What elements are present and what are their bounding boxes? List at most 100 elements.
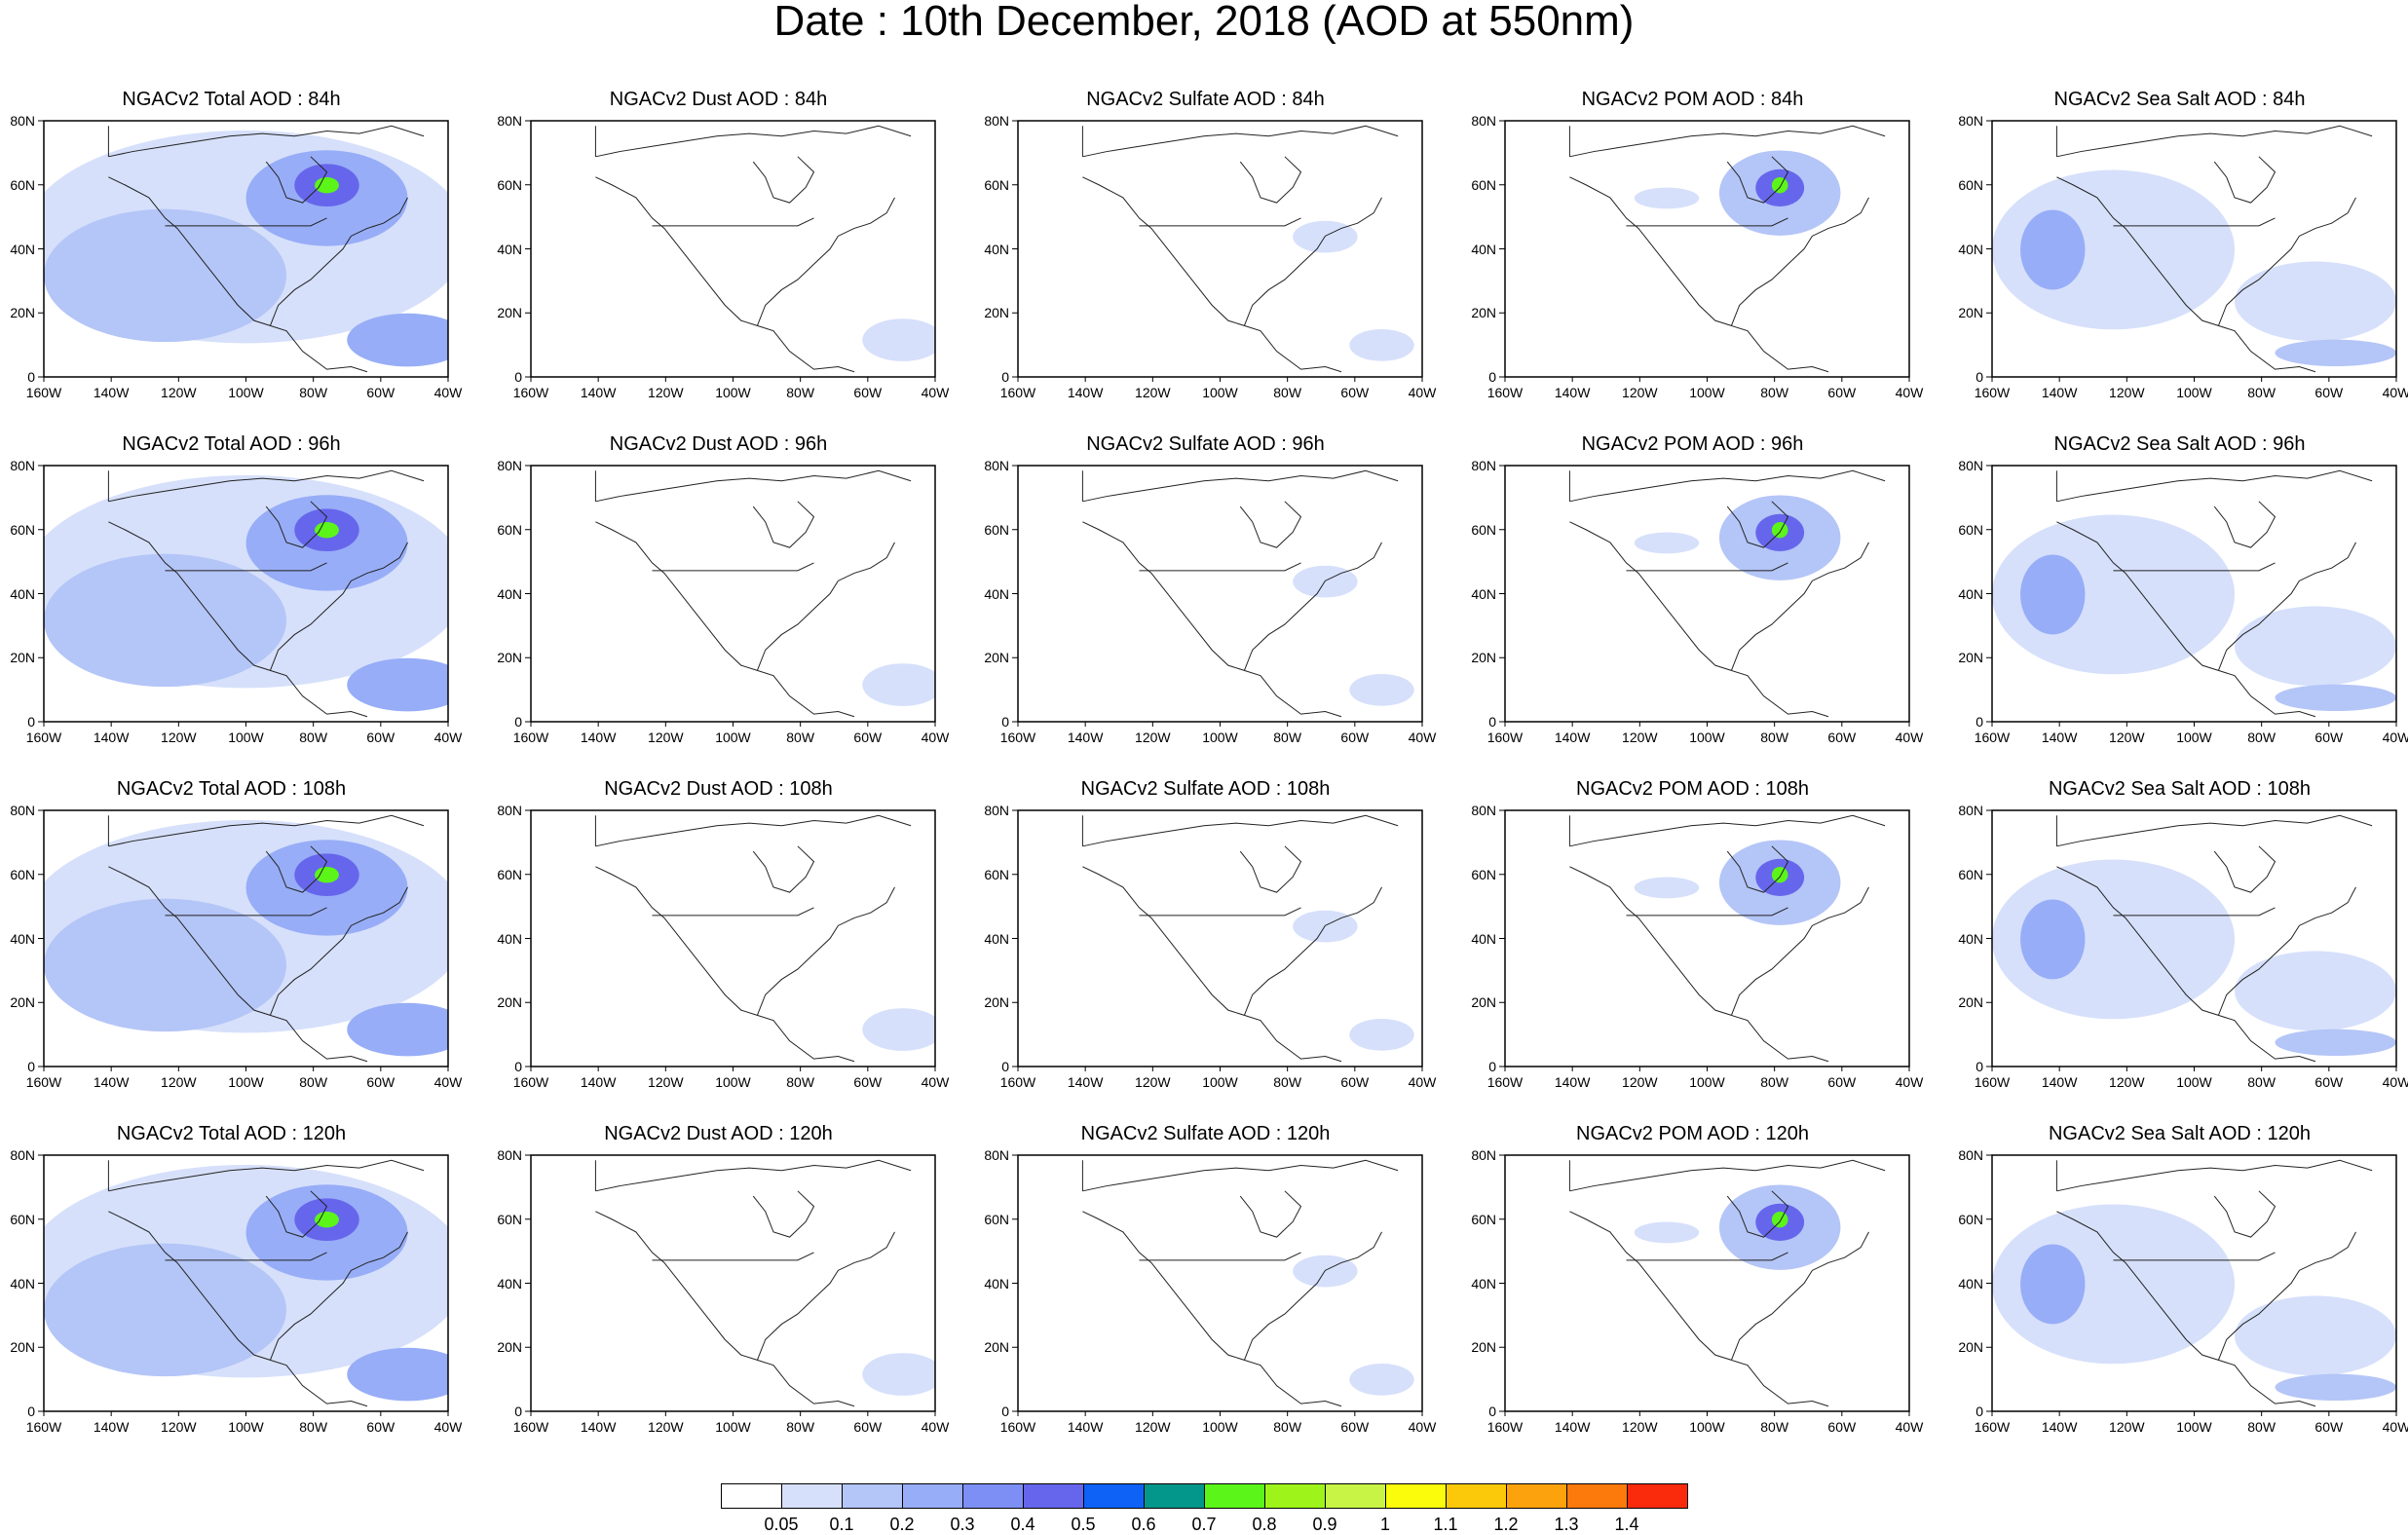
lon-label: 60W [1827,730,1857,745]
colorbar-swatch [1023,1483,1084,1509]
coastline [2217,886,2356,1016]
lon-label: 80W [786,1419,815,1435]
colorbar-label: 1.4 [1614,1515,1639,1534]
coastline [752,501,815,548]
coastline [1139,1252,1301,1261]
coastline [1243,886,1382,1016]
lon-label: 160W [1974,385,2011,400]
colorbar-swatch [1566,1483,1628,1509]
coastline [265,501,328,548]
coastline [2056,176,2316,373]
lon-label: 120W [2109,385,2145,400]
lat-label: 0 [514,369,522,385]
lon-label: 80W [786,385,815,400]
map-frame [1504,120,1910,378]
lon-label: 60W [366,730,395,745]
coastline [595,176,855,373]
aod-map [0,805,463,1071]
coastline [1569,125,1886,158]
coastline [2056,814,2373,847]
lat-label: 20N [984,305,1009,321]
lon-label: 100W [1689,730,1725,745]
coastline [1082,125,1399,158]
aod-region [2235,1295,2396,1376]
lat-label: 0 [1488,1059,1496,1074]
aod-region [2020,554,2086,635]
lat-label: 0 [27,369,35,385]
lon-label: 80W [2247,385,2276,400]
coastline [1569,176,1829,373]
coastline [1569,866,1829,1063]
lon-label: 40W [1408,1074,1437,1090]
aod-region [347,1347,463,1402]
coastline [752,1190,815,1238]
lat-label: 0 [514,1404,522,1419]
map-panel: NGACv2 Sea Salt AOD : 108h 80N 60N 40N 20N 0 1… [1948,779,2408,1090]
coastline [2113,562,2276,572]
lon-label: 60W [853,1419,883,1435]
lon-label: 120W [1622,730,1658,745]
lon-label: 60W [2314,1074,2344,1090]
coastline [2056,125,2373,158]
coastline [595,1211,855,1407]
coastline [1082,176,1342,373]
map-panel: NGACv2 Total AOD : 96h 80N 60N 40N 20N 0 160W 1… [0,433,463,745]
aod-region [2275,1373,2396,1401]
lat-label: 20N [497,1339,522,1356]
lon-label: 120W [1622,1074,1658,1090]
lon-label: 60W [853,1074,883,1090]
lon-label: 80W [299,1419,328,1435]
aod-map [974,1150,1437,1416]
lon-label: 80W [786,1074,815,1090]
colorbar-label: 0.05 [764,1515,799,1534]
aod-region [1634,877,1700,899]
coastline [2113,907,2276,917]
panel-title: NGACv2 POM AOD : 108h [1576,778,1809,800]
lat-label: 80N [984,1147,1009,1163]
aod-map [974,805,1437,1071]
aod-region [1349,1364,1414,1396]
lat-label: 60N [10,1211,35,1227]
lat-label: 20N [497,650,522,666]
lon-label: 40W [2382,385,2408,400]
lat-label: 0 [1975,714,1983,730]
colorbar-label: 0.1 [829,1515,854,1534]
aod-region [1634,1221,1700,1244]
map-panel: NGACv2 Sea Salt AOD : 120h 80N 60N 40N 20N 0 1… [1948,1124,2408,1435]
coastline [595,125,912,158]
lon-label: 140W [1554,730,1591,745]
lon-label: 80W [299,1074,328,1090]
lat-label: 20N [1471,994,1496,1011]
lon-label: 160W [25,730,62,745]
map-panel: NGACv2 POM AOD : 84h 80N 60N 40N 20N 0 160W 140… [1461,90,1924,400]
coastline [1569,1211,1829,1407]
aod-map [974,116,1437,382]
map-canvas [487,805,950,1071]
coastline [1626,562,1788,572]
lat-label: 60N [497,176,522,193]
lat-label: 40N [1958,241,1983,257]
lat-label: 80N [497,458,522,473]
aod-region [2020,899,2086,980]
lon-label: 140W [93,730,130,745]
coastline [1239,156,1302,204]
lat-label: 80N [10,803,35,818]
aod-map [487,805,950,1071]
lat-label: 40N [10,930,35,947]
lat-label: 80N [984,113,1009,129]
lat-label: 40N [1471,585,1496,602]
aod-region [2275,339,2396,366]
aod-region [2235,261,2396,342]
coastline [1243,542,1382,671]
map-panel: NGACv2 Dust AOD : 120h 80N 60N 40N 20N 0 160W 1… [487,1124,950,1435]
panel-title: NGACv2 Dust AOD : 108h [604,778,833,800]
panel-title: NGACv2 Dust AOD : 96h [609,433,828,455]
lon-label: 120W [161,1074,197,1090]
coastline [595,866,855,1063]
lon-label: 60W [2314,730,2344,745]
aod-map [1948,1150,2408,1416]
lon-label: 40W [921,1419,950,1435]
panel-title: NGACv2 Total AOD : 96h [122,433,341,455]
lon-label: 100W [2176,385,2212,400]
coastline [1139,562,1301,572]
